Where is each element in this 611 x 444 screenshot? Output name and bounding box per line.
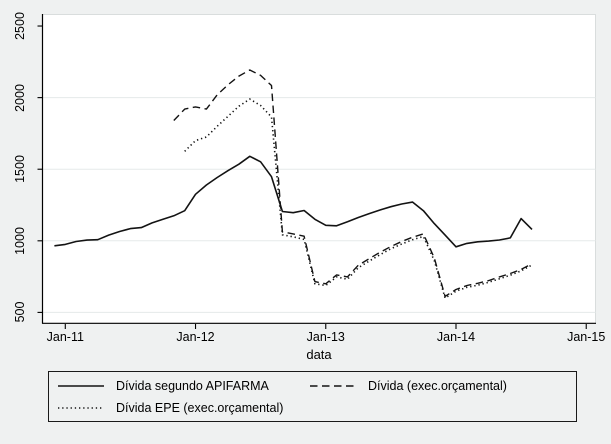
plot-area (42, 14, 596, 323)
legend-line-solid-icon (58, 384, 104, 387)
series-line-solid (54, 155, 533, 248)
legend-line-dotted-icon (58, 406, 104, 409)
x-tick-label: Jan-12 (176, 330, 215, 344)
legend-entry-divida-orcamental: Dívida (exec.orçamental) (310, 375, 560, 397)
legend-label: Dívida (exec.orçamental) (368, 378, 507, 393)
legend-label: Dívida EPE (exec.orçamental) (116, 400, 284, 415)
x-tick-label: Jan-11 (46, 330, 84, 344)
y-tick-label: 500 (13, 301, 27, 323)
y-tick-label: 1500 (13, 155, 27, 184)
x-tick-label: Jan-13 (306, 330, 345, 344)
legend-entry-apifarma: Dívida segundo APIFARMA (58, 375, 310, 397)
y-tick-label: 2500 (13, 12, 27, 40)
legend-entry-divida-epe: Dívida EPE (exec.orçamental) (58, 397, 310, 419)
series-line-dotted (184, 98, 533, 299)
legend-label: Dívida segundo APIFARMA (116, 378, 269, 393)
x-axis-title: data (306, 347, 332, 362)
y-tick-label: 1000 (13, 226, 27, 255)
legend-box: Dívida segundo APIFARMA Dívida (exec.orç… (48, 371, 577, 422)
series-line-dashed (173, 69, 533, 298)
x-tick-label: Jan-14 (436, 330, 476, 344)
legend-line-dashed-icon (310, 384, 356, 387)
x-tick-label: Jan-15 (567, 330, 606, 344)
y-tick-label: 2000 (13, 83, 27, 112)
